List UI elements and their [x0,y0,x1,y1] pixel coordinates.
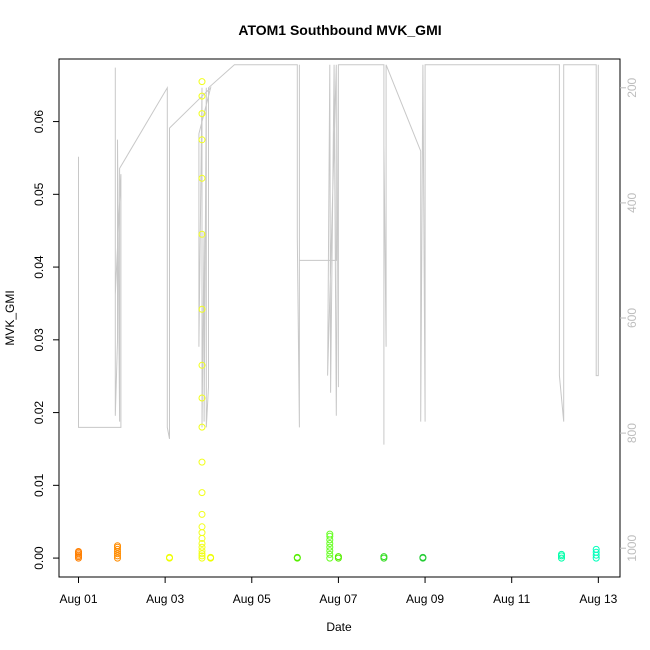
data-point [326,547,334,555]
data-point [558,554,565,562]
x-axis-label: Date [326,620,352,634]
x-tick-label: Aug 07 [319,592,357,606]
data-point [198,510,206,518]
data-point [293,553,301,561]
x-axis: Aug 01 Aug 03 Aug 05 Aug 07 Aug 09 Aug 11 Aug … [59,576,618,606]
y2-tick-label: 400 [625,193,639,213]
data-point [207,553,215,561]
data-point [198,78,206,86]
data-point [75,548,82,555]
data-point [198,423,206,431]
data-point [380,553,388,561]
x-tick-label: Aug 05 [233,592,271,606]
scatter-points-layer [75,78,600,562]
data-point [198,552,206,560]
x-tick-label: Aug 11 [493,592,530,606]
data-point [198,543,206,551]
data-point [198,230,206,238]
y2-tick-label: 1000 [625,535,639,562]
x-tick-label: Aug 13 [579,592,617,606]
plot-frame [58,58,621,578]
y-tick-label: 0.04 [32,255,46,279]
x-tick-label: Aug 03 [146,592,184,606]
data-point [326,543,334,551]
data-point [419,553,427,561]
data-point [198,305,206,313]
data-point [198,136,206,144]
data-point [326,530,334,538]
data-point [198,458,206,466]
secondary-series-layer [78,64,599,445]
data-point [592,545,600,553]
data-point [198,523,206,531]
y-axis-label: MVK_GMI [3,290,17,345]
data-point [198,394,206,402]
data-point [166,553,173,561]
secondary-series-line [78,64,599,445]
data-point [198,489,206,497]
x-tick-label: Aug 09 [406,592,444,606]
y-tick-label: 0.06 [32,110,46,134]
secondary-y-axis: 200 400 600 800 1000 [620,77,639,562]
data-point [592,548,600,556]
y-tick-label: 0.03 [32,328,46,352]
data-point [198,554,206,562]
data-point [326,550,334,558]
data-point [114,542,121,550]
data-point [198,529,206,537]
data-point [114,545,121,553]
y-axis: 0.00 0.01 0.02 0.03 0.04 0.05 0.06 [32,110,59,570]
data-point [558,550,565,558]
y-tick-label: 0.02 [32,401,46,425]
data-point [114,554,121,562]
data-point [198,110,206,118]
data-point [198,174,206,182]
y-tick-label: 0.01 [32,473,46,497]
data-point [198,361,206,369]
data-point [334,553,342,561]
chart-title: ATOM1 Southbound MVK_GMI [238,22,441,38]
data-point [326,554,334,562]
y-tick-label: 0.00 [32,546,46,570]
data-point [326,532,334,540]
y2-tick-label: 800 [625,423,639,443]
x-tick-label: Aug 01 [59,592,97,606]
data-point [198,540,206,547]
y2-tick-label: 200 [625,77,639,97]
data-point [198,547,206,555]
y2-tick-label: 600 [625,308,639,328]
data-point [198,92,206,100]
y-tick-label: 0.05 [32,182,46,206]
data-point [326,540,334,547]
